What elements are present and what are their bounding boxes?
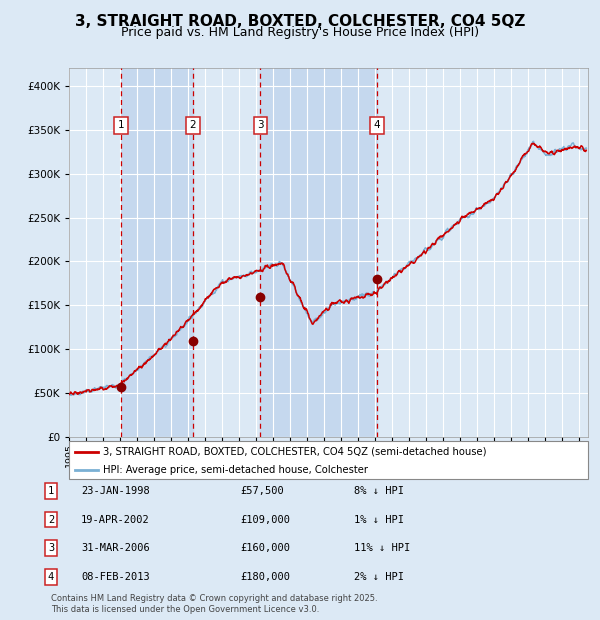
Text: 11% ↓ HPI: 11% ↓ HPI bbox=[354, 543, 410, 553]
FancyBboxPatch shape bbox=[69, 441, 588, 479]
Text: 4: 4 bbox=[374, 120, 380, 130]
Text: 2: 2 bbox=[48, 515, 54, 525]
Text: 1% ↓ HPI: 1% ↓ HPI bbox=[354, 515, 404, 525]
Text: 4: 4 bbox=[48, 572, 54, 582]
Text: £180,000: £180,000 bbox=[240, 572, 290, 582]
Bar bbox=[121, 68, 193, 437]
Text: 3: 3 bbox=[257, 120, 264, 130]
Text: 19-APR-2002: 19-APR-2002 bbox=[81, 515, 150, 525]
Text: 31-MAR-2006: 31-MAR-2006 bbox=[81, 543, 150, 553]
Text: Contains HM Land Registry data © Crown copyright and database right 2025.
This d: Contains HM Land Registry data © Crown c… bbox=[51, 595, 377, 614]
Text: £57,500: £57,500 bbox=[240, 486, 284, 496]
Text: 08-FEB-2013: 08-FEB-2013 bbox=[81, 572, 150, 582]
Text: £109,000: £109,000 bbox=[240, 515, 290, 525]
Text: 1: 1 bbox=[48, 486, 54, 496]
Text: 1: 1 bbox=[118, 120, 124, 130]
Text: 3: 3 bbox=[48, 543, 54, 553]
Text: Price paid vs. HM Land Registry's House Price Index (HPI): Price paid vs. HM Land Registry's House … bbox=[121, 26, 479, 39]
Text: £160,000: £160,000 bbox=[240, 543, 290, 553]
Text: 23-JAN-1998: 23-JAN-1998 bbox=[81, 486, 150, 496]
Bar bbox=[260, 68, 377, 437]
Text: 2: 2 bbox=[190, 120, 196, 130]
Text: 8% ↓ HPI: 8% ↓ HPI bbox=[354, 486, 404, 496]
Text: 3, STRAIGHT ROAD, BOXTED, COLCHESTER, CO4 5QZ (semi-detached house): 3, STRAIGHT ROAD, BOXTED, COLCHESTER, CO… bbox=[103, 447, 486, 457]
Text: HPI: Average price, semi-detached house, Colchester: HPI: Average price, semi-detached house,… bbox=[103, 466, 368, 476]
Text: 2% ↓ HPI: 2% ↓ HPI bbox=[354, 572, 404, 582]
Text: 3, STRAIGHT ROAD, BOXTED, COLCHESTER, CO4 5QZ: 3, STRAIGHT ROAD, BOXTED, COLCHESTER, CO… bbox=[75, 14, 525, 29]
